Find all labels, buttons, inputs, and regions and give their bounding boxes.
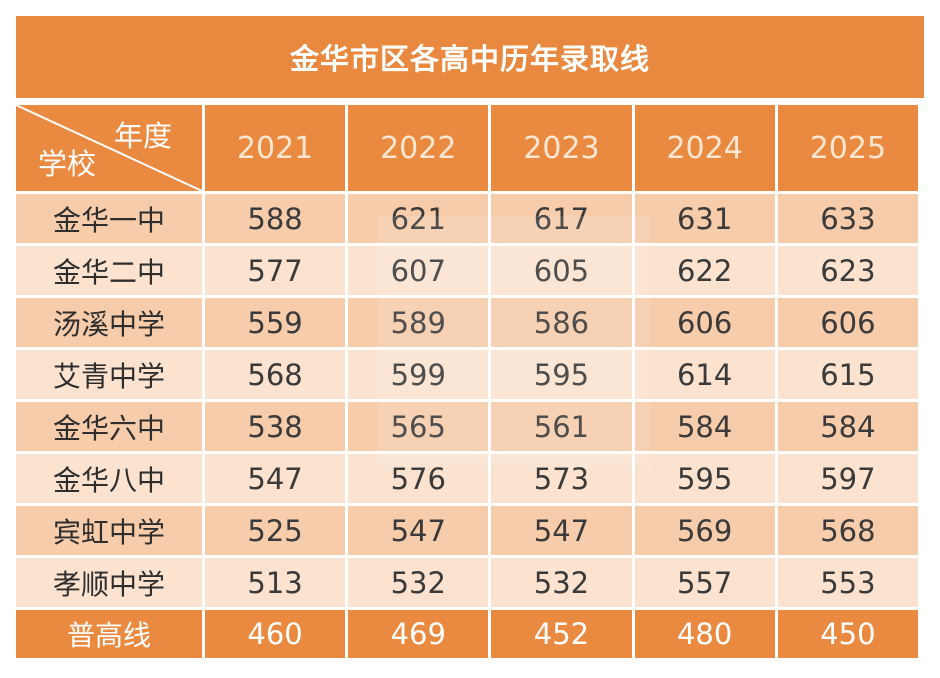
admission-scores-table: 年度 学校 2021 2022 2023 2024 2025 金华一中 588 … <box>13 102 921 661</box>
year-header-cell: 2024 <box>634 105 775 191</box>
table-row: 宾虹中学 525 547 547 569 568 <box>16 506 918 555</box>
table-row: 金华二中 577 607 605 622 623 <box>16 246 918 295</box>
score-cell: 586 <box>491 298 632 347</box>
admission-table-card: 金华市区各高中历年录取线 年度 学校 2021 2022 2023 2024 2… <box>16 16 924 662</box>
score-cell: 617 <box>491 194 632 243</box>
school-name-cell: 金华二中 <box>16 246 202 295</box>
corner-header-cell: 年度 学校 <box>16 105 202 191</box>
school-name-cell: 汤溪中学 <box>16 298 202 347</box>
table-row: 金华一中 588 621 617 631 633 <box>16 194 918 243</box>
school-name-cell: 金华八中 <box>16 454 202 503</box>
baseline-label-cell: 普高线 <box>16 610 202 658</box>
score-cell: 568 <box>777 506 918 555</box>
score-cell: 513 <box>205 558 346 607</box>
score-cell: 631 <box>634 194 775 243</box>
table-row: 金华八中 547 576 573 595 597 <box>16 454 918 503</box>
score-cell: 547 <box>348 506 489 555</box>
score-cell: 559 <box>205 298 346 347</box>
score-cell: 605 <box>491 246 632 295</box>
score-cell: 606 <box>634 298 775 347</box>
score-cell: 589 <box>348 298 489 347</box>
baseline-score-cell: 469 <box>348 610 489 658</box>
score-cell: 614 <box>634 350 775 399</box>
corner-school-label: 学校 <box>38 147 97 181</box>
score-cell: 595 <box>491 350 632 399</box>
score-cell: 633 <box>777 194 918 243</box>
school-name-cell: 孝顺中学 <box>16 558 202 607</box>
score-cell: 597 <box>777 454 918 503</box>
diagonal-divider <box>16 105 202 191</box>
table-row: 金华六中 538 565 561 584 584 <box>16 402 918 451</box>
score-cell: 607 <box>348 246 489 295</box>
baseline-score-cell: 452 <box>491 610 632 658</box>
score-cell: 622 <box>634 246 775 295</box>
header-row: 年度 学校 2021 2022 2023 2024 2025 <box>16 105 918 191</box>
score-cell: 584 <box>777 402 918 451</box>
baseline-row: 普高线 460 469 452 480 450 <box>16 610 918 658</box>
year-header-cell: 2023 <box>491 105 632 191</box>
school-name-cell: 艾青中学 <box>16 350 202 399</box>
table-row: 艾青中学 568 599 595 614 615 <box>16 350 918 399</box>
table-row: 汤溪中学 559 589 586 606 606 <box>16 298 918 347</box>
score-cell: 576 <box>348 454 489 503</box>
baseline-score-cell: 480 <box>634 610 775 658</box>
score-cell: 573 <box>491 454 632 503</box>
score-cell: 525 <box>205 506 346 555</box>
score-cell: 547 <box>205 454 346 503</box>
school-name-cell: 金华六中 <box>16 402 202 451</box>
score-cell: 553 <box>777 558 918 607</box>
score-cell: 595 <box>634 454 775 503</box>
score-cell: 538 <box>205 402 346 451</box>
score-cell: 599 <box>348 350 489 399</box>
score-cell: 532 <box>348 558 489 607</box>
school-name-cell: 金华一中 <box>16 194 202 243</box>
year-header-cell: 2022 <box>348 105 489 191</box>
score-cell: 606 <box>777 298 918 347</box>
score-cell: 577 <box>205 246 346 295</box>
score-cell: 584 <box>634 402 775 451</box>
score-cell: 588 <box>205 194 346 243</box>
score-cell: 615 <box>777 350 918 399</box>
score-cell: 565 <box>348 402 489 451</box>
school-name-cell: 宾虹中学 <box>16 506 202 555</box>
table-title: 金华市区各高中历年录取线 <box>16 16 924 98</box>
corner-year-label: 年度 <box>113 119 172 153</box>
year-header-cell: 2021 <box>205 105 346 191</box>
year-header-cell: 2025 <box>777 105 918 191</box>
score-cell: 557 <box>634 558 775 607</box>
score-cell: 568 <box>205 350 346 399</box>
score-cell: 532 <box>491 558 632 607</box>
score-cell: 569 <box>634 506 775 555</box>
score-cell: 547 <box>491 506 632 555</box>
score-cell: 561 <box>491 402 632 451</box>
score-cell: 621 <box>348 194 489 243</box>
baseline-score-cell: 450 <box>777 610 918 658</box>
score-cell: 623 <box>777 246 918 295</box>
table-row: 孝顺中学 513 532 532 557 553 <box>16 558 918 607</box>
baseline-score-cell: 460 <box>205 610 346 658</box>
